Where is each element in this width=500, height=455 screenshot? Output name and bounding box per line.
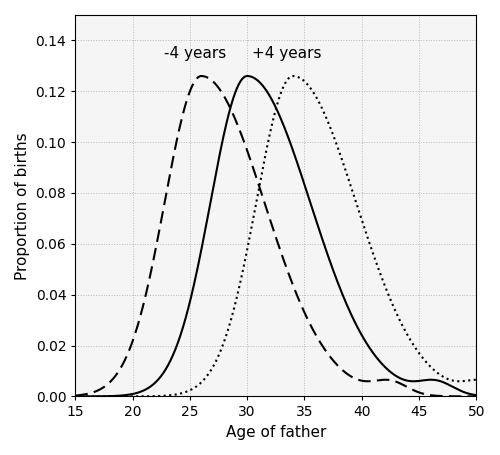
- +4 years: [290, 73, 296, 79]
- X-axis label: Age of father: Age of father: [226, 425, 326, 440]
- +4 years: [249, 222, 255, 228]
- Original: [348, 311, 354, 317]
- -4 years: [72, 393, 78, 398]
- +4 years: [386, 292, 392, 297]
- Original: [473, 392, 479, 398]
- -4 years: [392, 379, 398, 384]
- Original: [386, 368, 392, 373]
- +4 years: [234, 292, 240, 298]
- +4 years: [72, 394, 78, 399]
- -4 years: [114, 372, 119, 378]
- -4 years: [198, 73, 204, 79]
- Original: [392, 373, 398, 379]
- Text: +4 years: +4 years: [252, 46, 322, 61]
- +4 years: [392, 308, 398, 314]
- Original: [250, 74, 256, 80]
- +4 years: [473, 377, 479, 383]
- -4 years: [473, 394, 479, 399]
- Original: [72, 394, 78, 399]
- Line: -4 years: -4 years: [76, 76, 476, 396]
- Text: -4 years: -4 years: [164, 46, 226, 61]
- +4 years: [114, 394, 119, 399]
- Line: +4 years: +4 years: [76, 76, 476, 396]
- Line: Original: Original: [76, 76, 476, 396]
- -4 years: [348, 374, 354, 379]
- Y-axis label: Proportion of births: Proportion of births: [15, 132, 30, 279]
- Original: [244, 73, 250, 79]
- Original: [234, 84, 240, 90]
- -4 years: [250, 163, 256, 168]
- +4 years: [348, 184, 354, 190]
- Original: [114, 393, 119, 399]
- -4 years: [386, 377, 392, 383]
- -4 years: [235, 123, 241, 128]
